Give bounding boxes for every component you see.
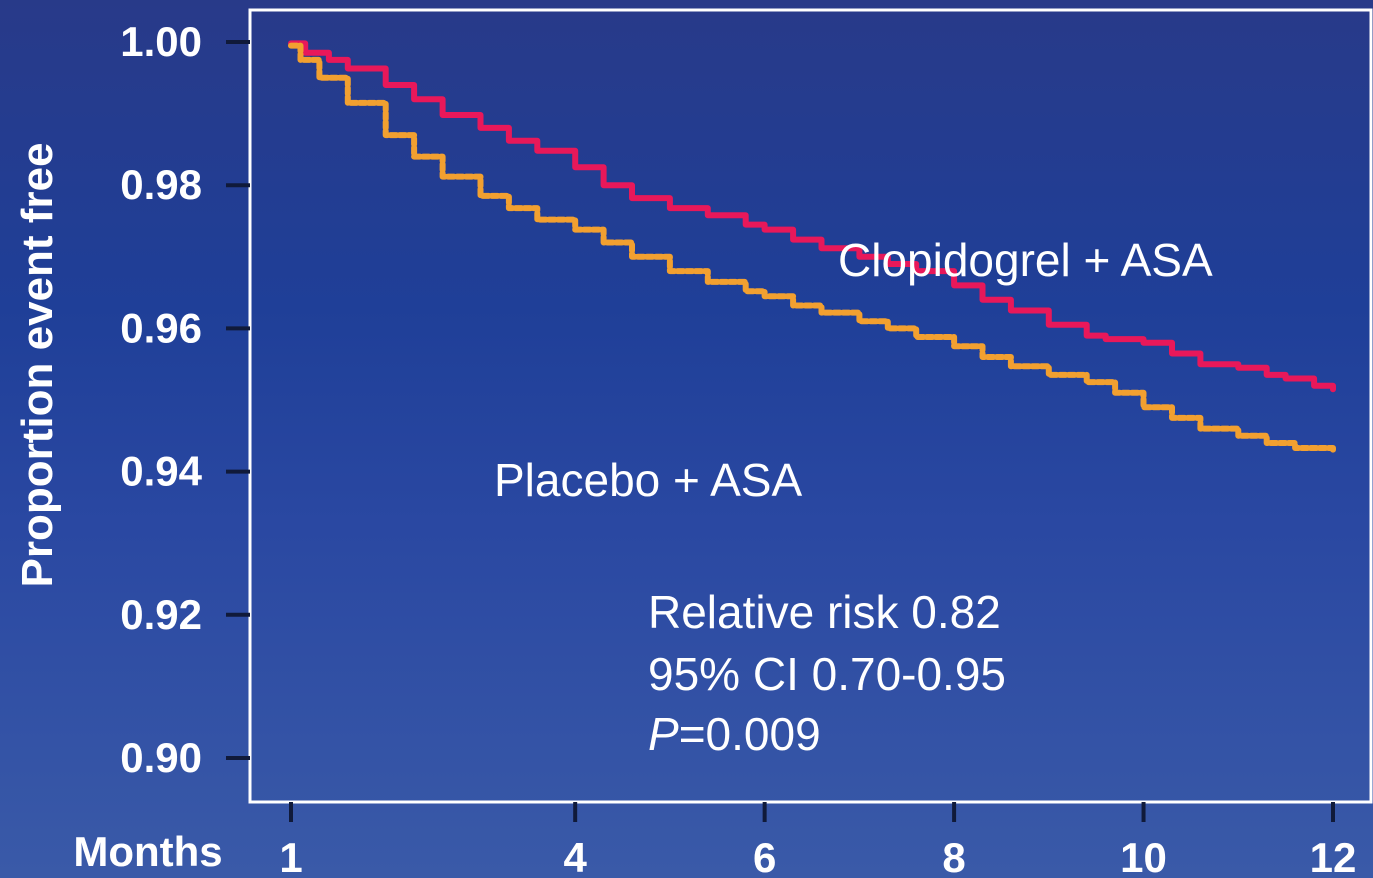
series-label-placebo: Placebo + ASA — [494, 454, 802, 506]
p-value-number: =0.009 — [679, 708, 821, 760]
relative-risk-text: Relative risk 0.82 — [648, 586, 1001, 638]
y-tick-label-5: 1.00 — [120, 18, 202, 65]
x-tick-label-0: 1 — [279, 834, 302, 878]
y-tick-label-3: 0.96 — [120, 304, 202, 351]
confidence-interval-text: 95% CI 0.70-0.95 — [648, 648, 1006, 700]
x-tick-label-1: 4 — [564, 834, 588, 878]
x-tick-label-5: 12 — [1310, 834, 1357, 878]
x-axis-title: Months — [73, 828, 222, 875]
series-line-placebo — [288, 42, 1336, 455]
x-tick-label-4: 10 — [1120, 834, 1167, 878]
y-tick-label-1: 0.92 — [120, 591, 202, 638]
x-tick-label-2: 6 — [753, 834, 776, 878]
y-tick-label-0: 0.90 — [120, 734, 202, 781]
y-tick-label-2: 0.94 — [120, 448, 202, 495]
series-layer — [288, 40, 1336, 455]
p-value-letter: P — [648, 708, 679, 760]
series-line-clopidogrel — [288, 40, 1336, 393]
y-axis-title: Proportion event free — [13, 143, 62, 588]
y-axis: 0.90 0.92 0.94 0.96 0.98 1.00 — [120, 18, 250, 781]
plot-area-frame — [248, 8, 1373, 804]
x-axis: 1 4 6 8 10 12 — [279, 802, 1356, 878]
y-tick-label-4: 0.98 — [120, 161, 202, 208]
series-label-clopidogrel: Clopidogrel + ASA — [838, 234, 1213, 286]
x-tick-label-3: 8 — [942, 834, 965, 878]
p-value-text: P=0.009 — [648, 708, 821, 760]
